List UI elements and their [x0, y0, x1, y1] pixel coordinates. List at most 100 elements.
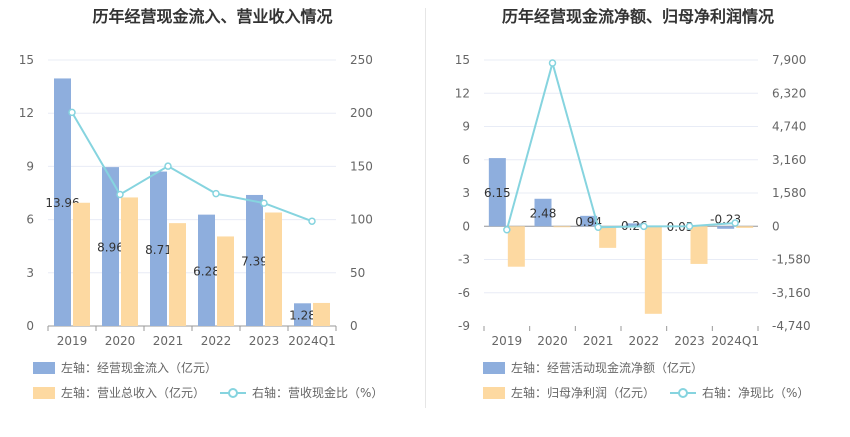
- bar-secondary: [736, 226, 754, 228]
- bar-secondary: [217, 236, 234, 326]
- right-axis-tick-label: 6,320: [772, 86, 806, 100]
- bar-primary: [294, 303, 311, 326]
- legend-label: 左轴：营业总收入（亿元）: [61, 386, 206, 400]
- right-axis-tick-label: 1,580: [772, 186, 806, 200]
- legend-swatch-orange: [483, 386, 505, 399]
- right-axis-tick-label: -1,580: [772, 253, 811, 267]
- bar-primary: [625, 223, 643, 227]
- left-axis-tick-label: 0: [26, 319, 34, 333]
- ratio-line-point: [640, 222, 648, 231]
- ratio-line-point: [594, 223, 602, 232]
- x-axis-tick-label: 2023: [249, 334, 280, 348]
- bar-secondary: [553, 226, 571, 228]
- ratio-line-point: [685, 222, 694, 231]
- panel-divider: [425, 8, 426, 408]
- x-axis-tick-label: 2020: [105, 334, 136, 348]
- ratio-line-point: [548, 59, 557, 67]
- left-chart-title: 历年经营现金流入、营业收入情况: [92, 7, 333, 26]
- right-axis-tick-label: -3,160: [772, 286, 811, 300]
- right-axis-tick-label: 250: [350, 53, 373, 67]
- right-axis-tick-label: 200: [350, 106, 373, 120]
- bar-secondary: [169, 223, 186, 326]
- bar-data-label: 2.48: [530, 207, 557, 221]
- bar-secondary: [644, 226, 662, 314]
- left-axis-tick-label: 3: [462, 186, 470, 200]
- right-chart-title: 历年经营现金流净额、归母净利润情况: [501, 7, 774, 26]
- bar-primary: [102, 167, 119, 326]
- x-axis-tick-label: 2020: [537, 334, 568, 348]
- bar-primary: [246, 194, 263, 326]
- bar-secondary: [121, 197, 138, 326]
- legend-swatch-blue: [483, 361, 505, 374]
- legend-item-net-profit[interactable]: 左轴：归母净利润（亿元）: [483, 384, 655, 401]
- legend-swatch-line: [670, 387, 696, 399]
- x-axis-tick-label: 2019: [492, 334, 523, 348]
- legend-item-ratio[interactable]: 右轴：营收现金比（%）: [220, 384, 383, 401]
- legend-label: 右轴：净现比（%）: [702, 386, 810, 400]
- left-axis-tick-label: -6: [458, 286, 470, 300]
- bar-secondary: [313, 302, 330, 326]
- left-axis-tick-label: 12: [455, 86, 470, 100]
- bar-data-label: 8.71: [145, 243, 172, 257]
- ratio-line-point: [308, 217, 316, 225]
- bar-secondary: [73, 202, 90, 326]
- legend-item-revenue[interactable]: 左轴：营业总收入（亿元）: [33, 384, 205, 401]
- bar-primary: [54, 78, 71, 327]
- x-axis-tick-label: 2022: [201, 334, 232, 348]
- right-axis-tick-label: -4,740: [772, 319, 811, 333]
- legend-item-net-ratio[interactable]: 右轴：净现比（%）: [670, 384, 809, 401]
- bar-data-label: 7.39: [241, 254, 268, 268]
- bar-primary: [580, 215, 598, 227]
- right-axis-tick-label: 0: [350, 319, 358, 333]
- legend-label: 左轴：经营现金流入（亿元）: [61, 361, 218, 375]
- right-axis-tick-label: 7,900: [772, 53, 806, 67]
- ratio-line-point: [164, 162, 172, 170]
- left-axis-tick-label: 3: [26, 266, 34, 280]
- legend-label: 左轴：经营活动现金流净额（亿元）: [511, 361, 704, 375]
- legend-swatch-blue: [33, 361, 55, 374]
- legend-label: 左轴：归母净利润（亿元）: [511, 386, 656, 400]
- left-axis-tick-label: 9: [26, 159, 34, 173]
- bar-data-label: 13.96: [45, 196, 79, 210]
- right-axis-tick-label: 0: [772, 219, 780, 233]
- ratio-line-point: [212, 189, 220, 198]
- x-axis-tick-label: 2024Q1: [288, 334, 336, 348]
- bar-secondary: [690, 226, 708, 264]
- bar-data-label: 1.28: [289, 309, 316, 323]
- legend-item-net-cash[interactable]: 左轴：经营活动现金流净额（亿元）: [483, 359, 703, 376]
- bar-secondary: [265, 212, 282, 326]
- bar-primary: [717, 226, 735, 229]
- left-axis-tick-label: -9: [458, 319, 470, 333]
- left-axis-tick-label: 6: [462, 153, 470, 167]
- bar-primary: [198, 214, 215, 326]
- left-chart-panel: 历年经营现金流入、营业收入情况 0 3 6 9 12 15 0 50 100 150 200 250 2…: [19, 7, 384, 401]
- legend-swatch-orange: [33, 386, 55, 399]
- right-axis-tick-label: 50: [350, 266, 365, 280]
- bar-secondary: [507, 226, 525, 267]
- left-axis-tick-label: 0: [462, 219, 470, 233]
- x-axis-tick-label: 2024Q1: [711, 334, 759, 348]
- right-axis-tick-label: 150: [350, 159, 373, 173]
- ratio-line-point: [260, 199, 268, 207]
- left-axis-tick-label: 12: [19, 106, 34, 120]
- ratio-line: [505, 59, 736, 231]
- bar-primary: [488, 158, 506, 227]
- bar-data-label: 8.96: [97, 241, 124, 255]
- ratio-line-point: [116, 190, 124, 199]
- x-axis-tick-label: 2022: [629, 334, 660, 348]
- left-axis-tick-label: 6: [26, 213, 34, 227]
- bar-primary: [150, 171, 167, 326]
- left-axis-tick-label: 15: [455, 53, 470, 67]
- right-axis-tick-label: 100: [350, 213, 373, 227]
- right-chart-plot: -9 -6 -3 0 3 6 9 12 15 -4,740 -3,160 -1,580 0 1,580 3,…: [455, 53, 811, 348]
- left-axis-tick-label: -3: [458, 253, 470, 267]
- bar-data-label: 6.15: [484, 186, 511, 200]
- legend-swatch-line: [220, 387, 246, 399]
- right-axis-tick-label: 4,740: [772, 120, 806, 134]
- legend-item-cash-inflow[interactable]: 左轴：经营现金流入（亿元）: [33, 359, 217, 376]
- ratio-line-point: [68, 108, 76, 117]
- x-axis-tick-label: 2021: [153, 334, 184, 348]
- ratio-line-point: [503, 226, 511, 234]
- x-axis-tick-label: 2023: [674, 334, 705, 348]
